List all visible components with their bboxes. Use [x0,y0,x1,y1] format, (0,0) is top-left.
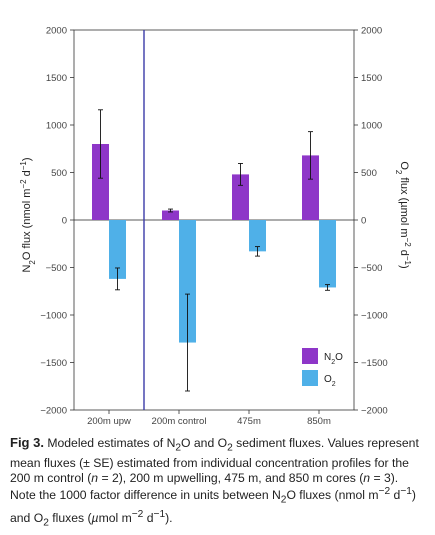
x-tick-label: 850m [307,416,331,427]
caption-sub-4: 2 [43,517,49,529]
y-axis-title-left-mid: O flux (nmol m [21,189,33,261]
y-axis-title-right-sup2: −1 [404,256,413,266]
caption-text-1: Modeled estimates of N [43,436,176,450]
y-tick-label-right: 1000 [361,120,382,131]
y-tick-label-right: −2000 [361,405,388,416]
legend-label-n2o: N2O [324,352,343,366]
y-axis-title-right-sup1: −2 [404,238,413,248]
y-axis-title-left-sub: 2 [28,260,37,265]
bar-o2 [249,220,266,252]
legend-base: O [324,374,332,385]
legend-sub: 2 [332,381,336,388]
legend-base: N [324,352,331,363]
bar-o2 [179,220,196,343]
caption-text-5: = 3). Note the 1000 factor difference in… [10,470,399,503]
x-tick-label: 475m [237,416,261,427]
caption-sup-1: −2 [378,486,391,498]
y-axis-title-left-base: N [21,265,33,273]
caption-sub-1: 2 [175,442,182,454]
y-axis-title-right-mid: flux (µmol m [398,174,410,237]
plot-area: 2000 2000 1500 1500 1000 1000 500 500 0 0 −500 −500… [19,25,413,427]
y-axis-title-left-sup2: −1 [19,161,28,171]
y-tick-label-left: −2000 [40,405,67,416]
y-axis-title-left-sup1: −2 [19,179,28,189]
y-tick-label-right: 1500 [361,73,382,84]
legend-label-o2: O2 [324,374,336,388]
x-tick-label: 200m control [152,416,207,427]
y-tick-label-right: 0 [361,215,366,226]
x-tick-label: 200m upw [87,416,131,427]
flux-chart: 2000 2000 1500 1500 1000 1000 500 500 0 0 −500 −500… [19,25,413,427]
bar-n2o [232,174,249,220]
bar-n2o [92,144,109,220]
y-tick-label-left: 500 [51,168,67,179]
y-tick-label-left: 0 [62,215,67,226]
caption-label: Fig 3. [10,435,44,450]
bar-n2o [162,210,179,220]
caption-text-3: sediment fluxes. Values represent mean f… [10,436,419,485]
caption-sup-4: −1 [153,509,166,521]
legend-sub: 2 [331,359,335,366]
y-axis-title-right: O2 flux (µmol m−2 d−1) [395,161,413,268]
caption-text-7: d [390,488,401,503]
y-tick-label-right: −1000 [361,310,388,321]
caption-text-8: ) and O [10,488,416,526]
y-tick-label-left: −1000 [40,310,67,321]
y-tick-label-right: −500 [361,263,382,274]
caption-italic-n-2: n [363,470,371,485]
y-tick-label-left: 2000 [46,25,67,36]
y-tick-label-left: −500 [46,263,67,274]
y-tick-label-right: 2000 [361,25,382,36]
y-tick-label-right: 500 [361,168,377,179]
caption-text-6: O fluxes (nmol m [286,488,379,503]
caption-italic-n-1: n [91,470,99,485]
y-tick-label-left: 1000 [46,120,67,131]
y-axis-title-left-end: ) [21,157,33,161]
y-axis-title-right-base: O [398,161,410,170]
y-axis-title-right-mid2: d [398,247,410,256]
legend-swatch-n2o [302,348,318,364]
caption-sup-2: −1 [400,486,412,498]
caption-text-4: = 2), 200 m upwelling, 475 m, and 850 m … [98,470,364,485]
bar-o2 [109,220,126,279]
y-tick-label-left: −1500 [40,358,67,369]
legend-swatch-o2 [302,370,318,386]
caption-text-2: O and O [181,436,228,450]
figure-caption: Fig 3. Modeled estimates of N2O and O2 s… [10,435,425,531]
caption-text-12: ). [165,511,173,526]
y-tick-label-left: 1500 [46,73,67,84]
bar-n2o [302,155,319,220]
caption-text-10: mol m [98,511,132,526]
caption-italic-mu: µ [91,511,99,526]
y-axis-title-left-mid2: d [21,170,33,179]
y-axis-title-left: N2O flux (nmol m−2 d−1) [19,157,37,272]
legend-rest: O [335,352,343,363]
caption-sup-3: −2 [131,509,144,521]
y-axis-title-right-end: ) [398,265,410,269]
y-tick-label-right: −1500 [361,358,388,369]
y-axis-title-right-sub: 2 [395,170,404,175]
caption-text-11: d [143,511,154,526]
caption-sub-3: 2 [280,494,287,506]
bar-o2 [319,220,336,288]
caption-sub-2: 2 [227,442,233,454]
caption-text-9: fluxes ( [48,511,92,526]
